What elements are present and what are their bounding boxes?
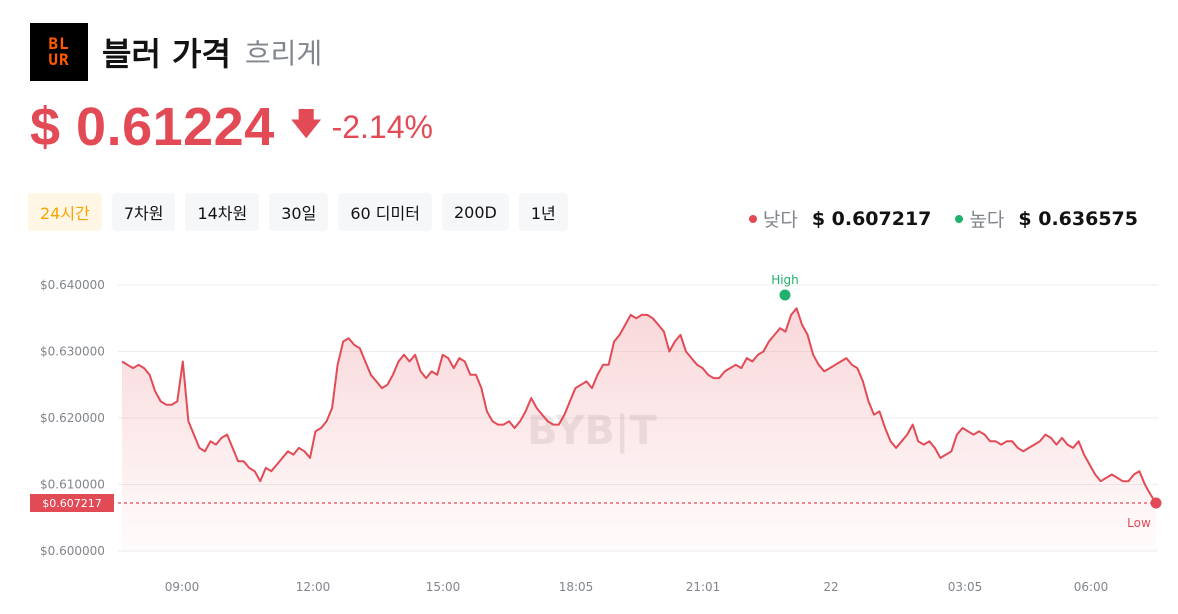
price-row: $ 0.61224 🡇 -2.14% <box>30 96 433 158</box>
tab-30d[interactable]: 30일 <box>269 193 329 231</box>
x-tick-label: 12:00 <box>296 580 331 594</box>
page-title: 블러 가격 <box>102 35 231 73</box>
low-label: 낮다 <box>762 209 798 231</box>
x-tick-label: 22 <box>823 580 838 594</box>
header: BL UR 블러 가격 흐리게 <box>30 22 322 82</box>
current-price: $ 0.61224 <box>30 97 275 157</box>
tab-7d[interactable]: 7차원 <box>111 193 176 231</box>
low-value: $ 0.607217 <box>811 207 932 230</box>
high-value: $ 0.636575 <box>1018 207 1138 230</box>
x-tick-label: 15:00 <box>426 580 461 594</box>
x-tick-label: 06:00 <box>1074 580 1109 594</box>
y-tick-label: $0.600000 <box>40 544 105 558</box>
x-tick-label: 18:05 <box>559 580 594 594</box>
current-price-tag-label: $0.607217 <box>42 497 102 510</box>
y-tick-label: $0.620000 <box>40 411 105 425</box>
tab-1y[interactable]: 1년 <box>518 193 568 231</box>
x-tick-label: 09:00 <box>165 580 200 594</box>
high-marker <box>779 289 791 301</box>
high-dot-icon <box>955 214 964 223</box>
y-tick-label: $0.640000 <box>40 278 105 292</box>
x-tick-label: 03:05 <box>948 580 983 594</box>
current-price-tag <box>30 494 114 513</box>
range-tabs: 24시간 7차원 14차원 30일 60 디미터 200D 1년 <box>28 193 578 231</box>
tab-200d[interactable]: 200D <box>441 193 509 231</box>
tab-14d[interactable]: 14차원 <box>185 193 260 231</box>
y-tick-label: $0.630000 <box>40 345 105 359</box>
low-marker-label: Low <box>1127 516 1151 530</box>
price-change: -2.14% <box>331 108 433 145</box>
page-subtitle: 흐리게 <box>244 37 323 70</box>
high-label: 높다 <box>969 209 1005 231</box>
high-marker-label: High <box>771 273 799 287</box>
price-area-fill <box>122 308 1156 551</box>
tab-24h[interactable]: 24시간 <box>28 193 102 231</box>
price-line <box>121 307 1157 504</box>
x-tick-label: 21:01 <box>686 580 721 594</box>
low-marker <box>1150 497 1162 509</box>
blur-logo: BL UR <box>30 23 88 81</box>
low-dot-icon <box>748 214 757 223</box>
down-arrow-icon: 🡇 <box>290 107 322 141</box>
tab-60d[interactable]: 60 디미터 <box>338 193 432 231</box>
logo-line-1: BL <box>48 34 70 53</box>
logo-line-2: UR <box>48 50 70 69</box>
y-tick-label: $0.610000 <box>40 478 105 492</box>
high-low-summary: 낮다 $ 0.607217 높다 $ 0.636575 <box>748 205 1138 232</box>
